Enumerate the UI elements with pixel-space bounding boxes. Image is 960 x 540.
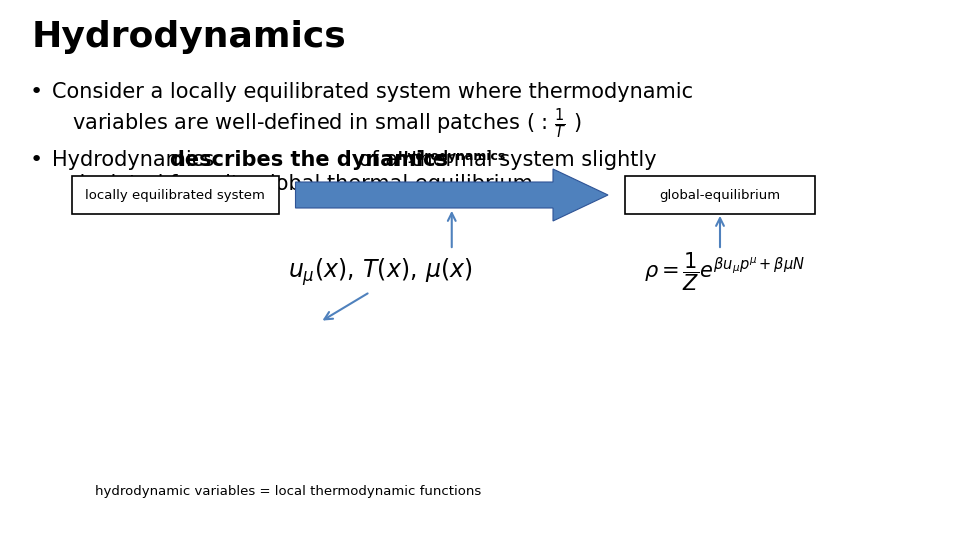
Text: of a  thermal system slightly: of a thermal system slightly xyxy=(352,150,657,170)
Text: $u_{\mu}(x ),\, T(x ),\, \mu(x )$: $u_{\mu}(x ),\, T(x ),\, \mu(x )$ xyxy=(288,256,472,288)
Text: Hydrodynamics: Hydrodynamics xyxy=(397,150,506,163)
Text: $\rho = \dfrac{1}{Z} e^{\beta u_{\mu} p^{\mu} + \beta \mu N}$: $\rho = \dfrac{1}{Z} e^{\beta u_{\mu} p^… xyxy=(644,251,805,293)
Text: •: • xyxy=(30,82,43,102)
Text: Hydrodynamics: Hydrodynamics xyxy=(32,20,347,54)
Text: deviated from its global thermal equilibrium.: deviated from its global thermal equilib… xyxy=(72,174,540,194)
Text: variables are well-defined in small patches ( : $\frac{1}{T}$ ): variables are well-defined in small patc… xyxy=(72,106,582,140)
FancyBboxPatch shape xyxy=(625,176,815,214)
Text: describes the dynamics: describes the dynamics xyxy=(170,150,448,170)
Polygon shape xyxy=(296,169,608,221)
FancyBboxPatch shape xyxy=(71,176,278,214)
Text: Consider a locally equilibrated system where thermodynamic: Consider a locally equilibrated system w… xyxy=(52,82,693,102)
Text: Hydrodynamics: Hydrodynamics xyxy=(52,150,221,170)
Text: hydrodynamic variables = local thermodynamic functions: hydrodynamic variables = local thermodyn… xyxy=(95,485,481,498)
Text: •: • xyxy=(30,150,43,170)
Text: locally equilibrated system: locally equilibrated system xyxy=(85,188,265,201)
Text: global-equilibrium: global-equilibrium xyxy=(660,188,780,201)
